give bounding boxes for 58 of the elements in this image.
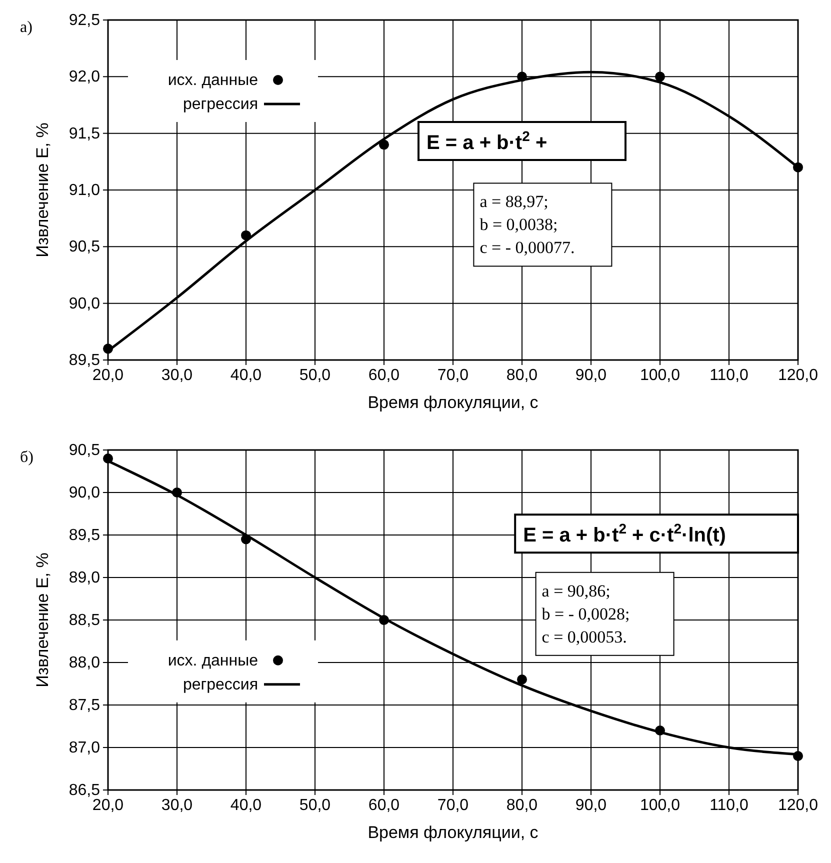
y-tick-label: 89,0 xyxy=(68,570,100,586)
x-tick-label: 40,0 xyxy=(230,797,262,814)
y-tick-label: 92,5 xyxy=(68,12,100,29)
coefficients-box: a = 88,97; b = 0,0038; c = - 0,00077. xyxy=(473,182,612,267)
y-tick-label: 90,5 xyxy=(68,238,100,256)
y-tick-label: 89,5 xyxy=(68,352,100,369)
x-tick-label: 20,0 xyxy=(92,367,124,384)
x-tick-label: 100,0 xyxy=(640,797,680,814)
annotation: a = 90,86; b = - 0,0028; c = 0,00053. xyxy=(542,581,630,646)
coefficients-box: a = 90,86; b = - 0,0028; c = 0,00053. xyxy=(535,572,674,656)
y-tick-label: 89,5 xyxy=(68,527,100,544)
legend-label: исх. данные xyxy=(168,72,258,89)
text: а) xyxy=(20,19,32,36)
annotation: E = a + b·t$^{2}$ + xyxy=(426,128,548,154)
x-tick-label: 20,0 xyxy=(92,797,124,814)
x-tick-label: 70,0 xyxy=(437,797,469,814)
x-tick-label: 30,0 xyxy=(161,367,193,384)
y-axis-title: Извлечение E, % xyxy=(33,552,52,688)
x-tick-label: 30,0 xyxy=(161,797,193,814)
x-tick-label: 80,0 xyxy=(506,797,538,814)
x-tick-label: 80,0 xyxy=(506,367,538,384)
y-tick-label: 87,5 xyxy=(68,697,100,714)
x-tick-label: 110,0 xyxy=(710,367,749,384)
x-tick-label: 40,0 xyxy=(230,367,262,384)
y-tick-label: 91,5 xyxy=(68,125,100,142)
legend-label: регрессия xyxy=(182,676,258,694)
point xyxy=(517,674,527,684)
x-tick-label: 100,0 xyxy=(640,367,680,384)
x-tick-label: 50,0 xyxy=(299,367,331,384)
formula-box: E = a + b·t$^{2}$ + c·t$^{2}$·ln(t) xyxy=(514,514,799,554)
y-tick-label: 88,5 xyxy=(68,612,100,629)
x-tick-label: 50,0 xyxy=(299,797,331,814)
y-tick-label: 92,0 xyxy=(68,68,100,86)
legend-label: исх. данные xyxy=(168,652,258,670)
y-tick-label: 90,0 xyxy=(68,484,100,502)
x-tick-label: 90,0 xyxy=(575,797,607,814)
text: б) xyxy=(20,449,34,466)
y-tick-label: 88,0 xyxy=(68,654,100,672)
x-tick-label: 120,0 xyxy=(778,367,818,384)
x-tick-label: 110,0 xyxy=(710,797,749,814)
x-tick-label: 60,0 xyxy=(368,797,400,814)
y-axis-title: Извлечение E, % xyxy=(33,122,52,258)
point xyxy=(655,72,665,82)
x-tick-label: 90,0 xyxy=(575,367,607,384)
x-tick-label: 120,0 xyxy=(778,797,818,814)
annotation: a = 88,97; b = 0,0038; c = - 0,00077. xyxy=(480,192,575,258)
x-tick-label: 60,0 xyxy=(368,367,400,384)
formula-box: E = a + b·t$^{2}$ + xyxy=(418,121,626,161)
x-tick-label: 70,0 xyxy=(437,367,469,384)
x-axis-title: Время флокуляции, с xyxy=(368,393,539,412)
annotation: E = a + b·t$^{2}$ + c·t$^{2}$·ln(t) xyxy=(523,520,726,547)
y-tick-label: 90,5 xyxy=(68,442,100,459)
legend-label: регрессия xyxy=(182,96,258,113)
y-tick-label: 91,0 xyxy=(68,182,100,199)
y-tick-label: 86,5 xyxy=(68,782,100,799)
x-axis-title: Время флокуляции, с xyxy=(368,823,539,842)
y-tick-label: 90,0 xyxy=(68,295,100,312)
y-tick-label: 87,0 xyxy=(68,740,100,756)
